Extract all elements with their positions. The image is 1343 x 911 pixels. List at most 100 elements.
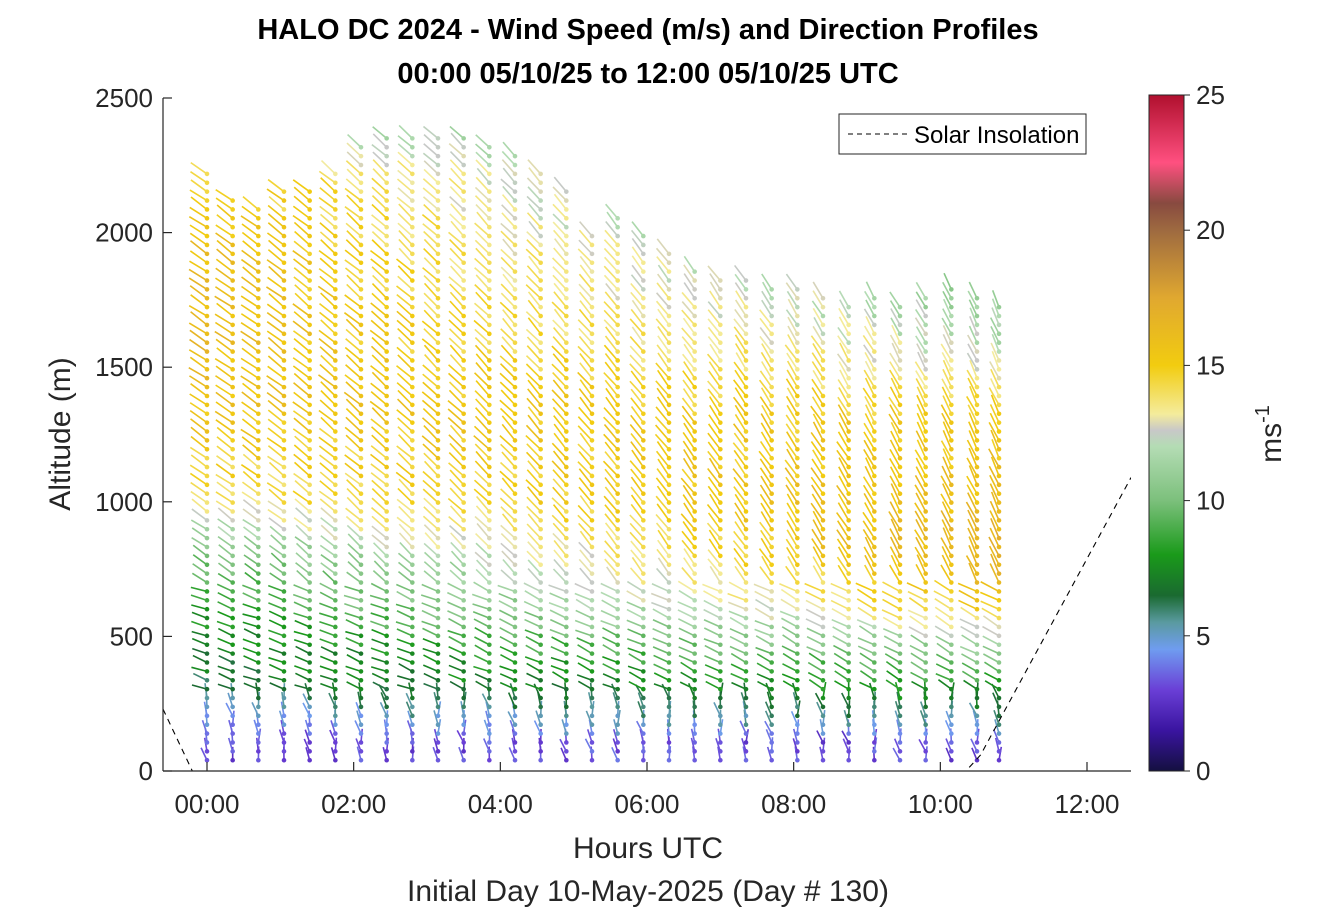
wind-barb [507,692,518,710]
wind-barb [268,239,287,257]
wind-barb [499,355,518,372]
y-tick-label: 2500 [95,83,153,113]
wind-barb [498,600,518,612]
wind-barb [857,606,877,621]
wind-barb [293,337,312,354]
wind-barb [344,602,364,612]
wind-barb [320,517,338,532]
wind-barb [200,747,210,763]
wind-barb [804,582,826,594]
wind-barb [683,557,697,576]
wind-barb [449,478,466,497]
wind-barb [758,450,774,470]
wind-barb [785,538,800,559]
wind-barb [267,276,287,292]
wind-barb [551,460,569,479]
wind-barb [345,434,364,452]
wind-barb [398,663,415,674]
wind-barb [680,513,697,532]
wind-barb [330,720,338,736]
wind-barb [605,326,620,346]
wind-barb [267,346,287,363]
wind-barb [371,336,389,354]
wind-barb [859,670,877,683]
wind-barb [396,346,415,363]
wind-barb [806,635,826,648]
wind-barb [526,505,543,523]
wind-barb [552,568,569,585]
wind-barb [551,389,569,408]
wind-barb [318,267,338,283]
wind-barb [241,491,261,505]
wind-barb [190,161,210,177]
wind-barb [628,680,646,692]
wind-barb [868,682,877,701]
wind-barb [888,564,903,585]
wind-barb [473,488,492,505]
wind-barb [458,746,466,763]
wind-barb [500,542,518,559]
wind-barb [728,610,749,621]
wind-barb [370,319,389,337]
wind-barb [837,335,851,354]
wind-barb [371,283,389,301]
wind-barb [890,492,903,514]
wind-barb [863,422,877,443]
wind-barb [885,661,903,674]
wind-barb [629,531,646,550]
wind-barb [526,231,543,248]
wind-barb [862,334,877,354]
wind-barb [456,730,466,745]
wind-barb [734,273,749,292]
wind-barb [523,582,543,594]
wind-barb [733,449,749,470]
wind-barb [500,344,518,363]
wind-barb [294,684,312,692]
wind-barb [812,343,826,363]
wind-barb [786,352,800,372]
wind-barb [552,450,569,470]
wind-barb [677,601,697,612]
wind-barb [743,729,749,745]
wind-barb [603,301,620,319]
wind-barb [604,504,620,523]
wind-barb [682,521,697,541]
wind-barb [370,382,389,399]
wind-barb [268,602,287,612]
wind-barb [525,328,543,346]
wind-barb [421,417,441,434]
wind-barb [605,221,620,239]
wind-barb [805,608,826,621]
wind-barb [399,541,415,559]
wind-barb [780,588,800,603]
wind-barb [657,352,672,372]
wind-barb [217,683,235,692]
wind-barb [265,286,287,301]
wind-barb [707,335,723,354]
wind-barb [761,555,774,576]
wind-barb [707,485,723,505]
colorbar-label-superscript: -1 [1252,405,1274,423]
wind-barb [576,674,595,683]
wind-barb [812,519,826,541]
wind-barb [475,291,492,310]
wind-barb [637,701,646,719]
wind-barb [189,375,210,390]
wind-barb [551,514,569,532]
wind-barb [837,502,851,523]
wind-barb [683,422,697,443]
y-tick-label: 1500 [95,352,153,382]
wind-barb [733,486,749,505]
wind-barb [190,594,210,603]
wind-barb [372,168,389,186]
wind-barb [890,518,903,541]
wind-barb [653,654,672,665]
wind-barb [502,273,518,292]
wind-barb [837,493,851,514]
wind-barb [551,398,569,417]
wind-barb [406,720,415,736]
wind-barb [268,544,287,559]
wind-barb [448,645,466,656]
wind-barb [369,249,389,266]
wind-barb [499,399,518,417]
